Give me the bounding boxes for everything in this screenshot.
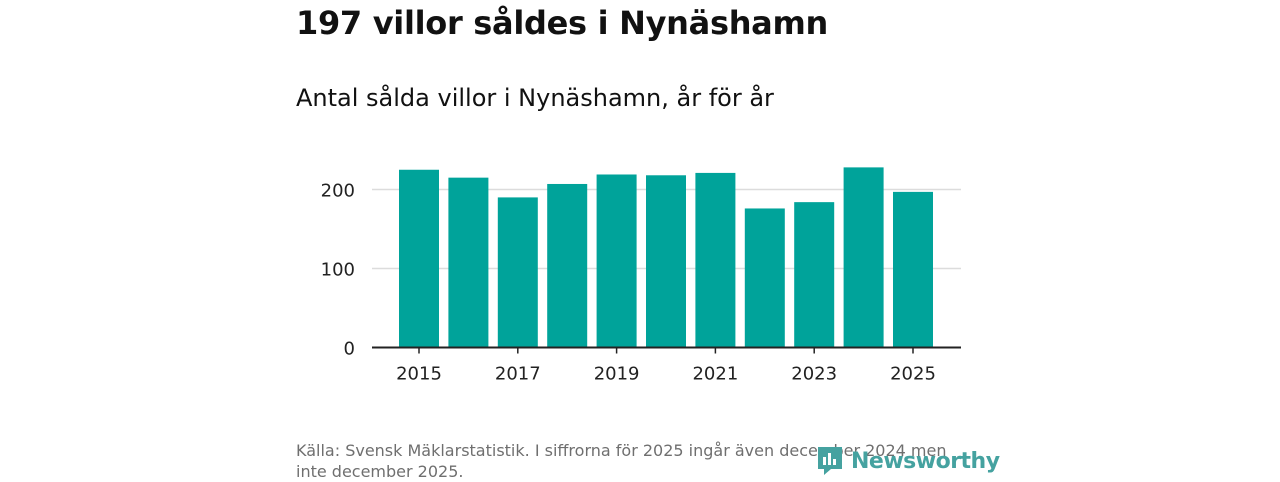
bar-2020 <box>646 175 686 348</box>
x-tick-label-2025: 2025 <box>890 364 936 385</box>
newsworthy-logo-icon <box>818 447 842 475</box>
chart-title: 197 villor såldes i Nynäshamn <box>296 4 828 42</box>
y-tick-label-100: 100 <box>321 260 355 281</box>
bar-2018 <box>547 183 588 348</box>
newsworthy-logo-text: Newsworthy <box>851 448 1000 474</box>
x-tick-label-2019: 2019 <box>594 364 640 385</box>
chart-subtitle: Antal sålda villor i Nynäshamn, år för å… <box>296 84 774 112</box>
bar-2021 <box>695 172 736 348</box>
newsworthy-logo[interactable]: Newsworthy <box>815 444 1000 478</box>
x-tick-label-2017: 2017 <box>495 364 541 385</box>
bar-2017 <box>497 197 538 348</box>
bar-2019 <box>596 174 637 348</box>
bar-2023 <box>794 202 835 348</box>
x-tick-label-2015: 2015 <box>396 364 442 385</box>
y-tick-label-0: 0 <box>344 339 355 360</box>
y-tick-label-200: 200 <box>321 181 355 202</box>
x-tick-label-2023: 2023 <box>791 364 837 385</box>
bar-2015 <box>399 169 439 348</box>
bar-2025 <box>893 191 933 348</box>
bar-2022 <box>744 208 785 348</box>
x-tick-label-2021: 2021 <box>692 364 738 385</box>
source-note: Källa: Svensk Mäklarstatistik. I siffror… <box>296 441 947 481</box>
bar-2016 <box>448 177 489 348</box>
bar-2024 <box>843 167 884 348</box>
bar-chart: 0 100 200 2015 2017 2019 2021 2023 2025 <box>321 167 961 385</box>
